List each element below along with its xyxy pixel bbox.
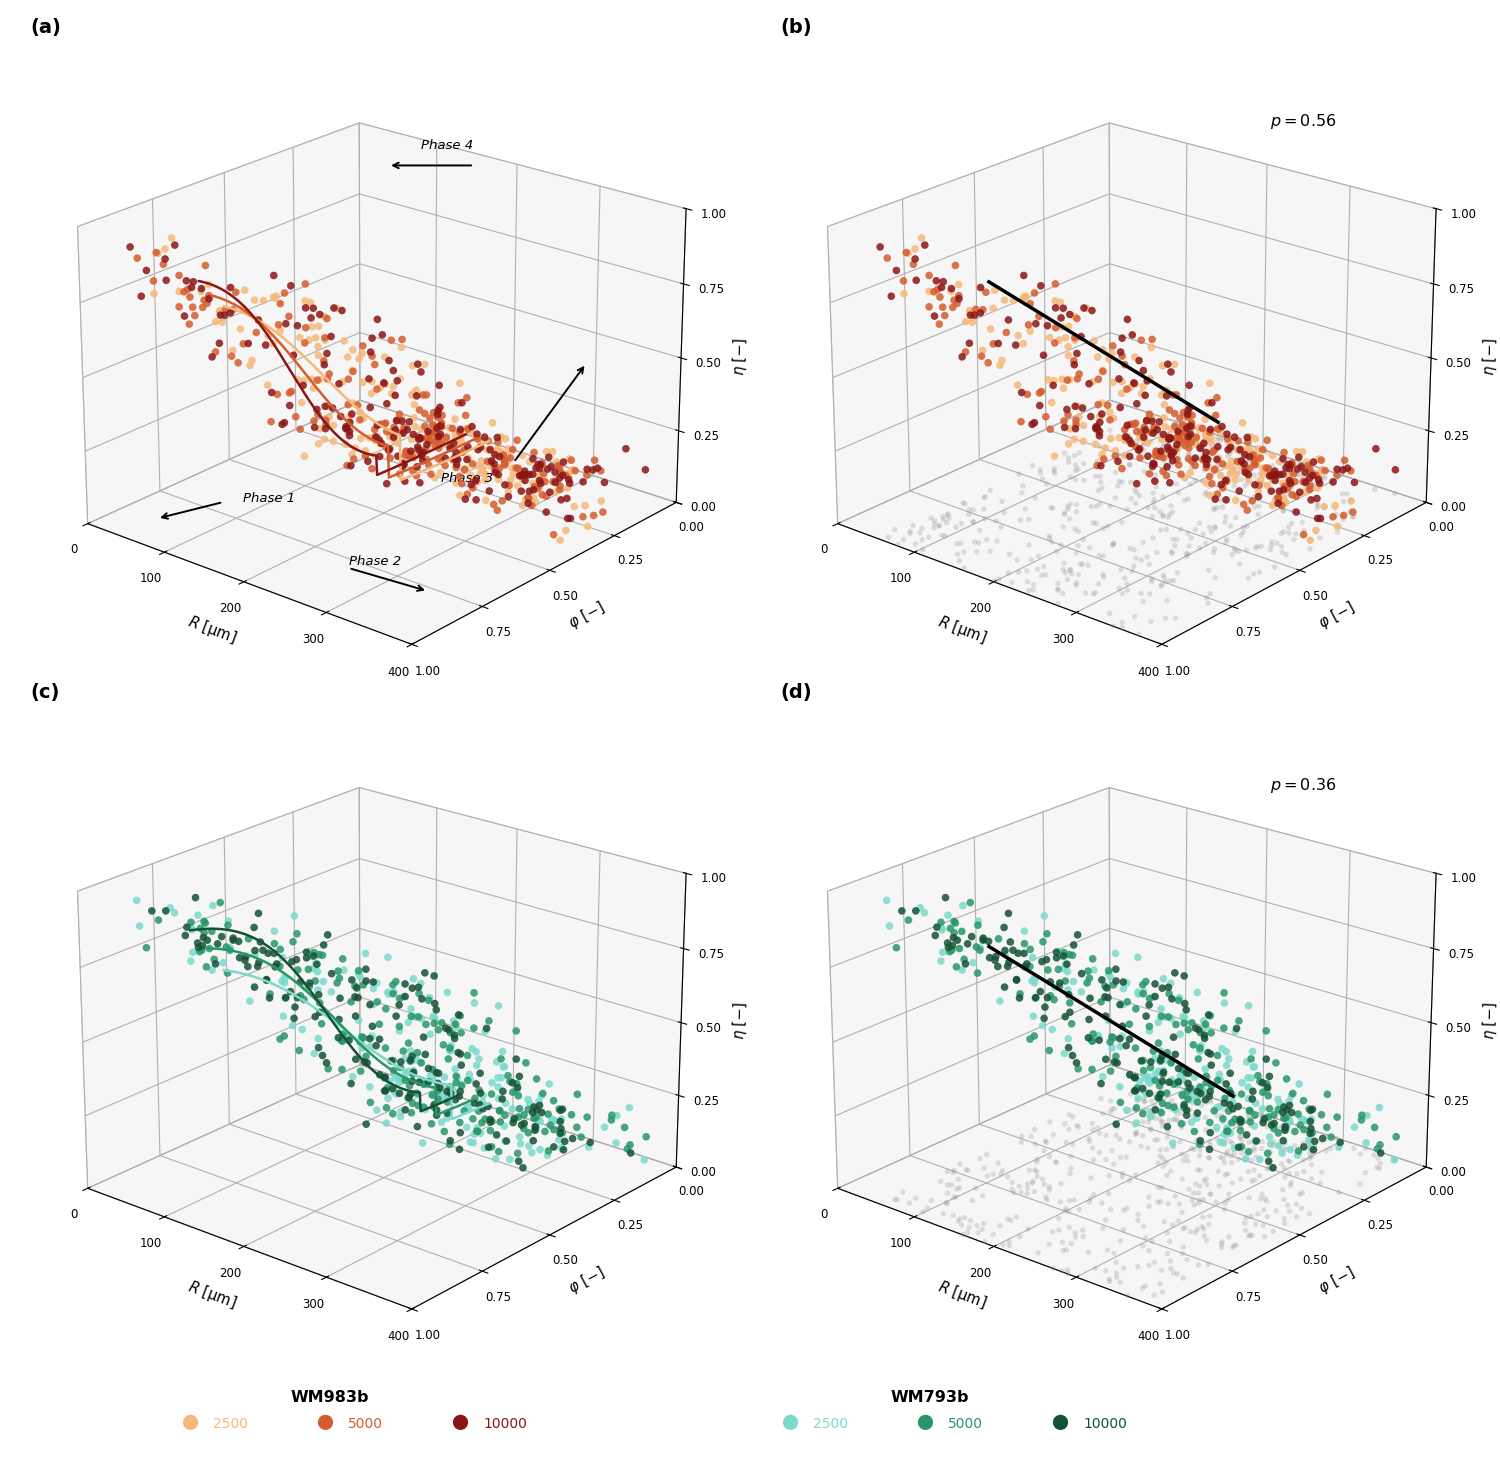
Text: 2500: 2500	[813, 1416, 847, 1431]
Text: $p = 0.56$: $p = 0.56$	[1270, 112, 1336, 131]
Text: 10000: 10000	[483, 1416, 526, 1431]
Point	[1170, 1289, 1194, 1313]
Text: (d): (d)	[780, 682, 812, 702]
Text: WM793b: WM793b	[891, 1390, 969, 1405]
Point	[1035, 1289, 1059, 1313]
Point	[300, 1289, 324, 1313]
X-axis label: $R$ [μm]: $R$ [μm]	[936, 1278, 990, 1313]
Y-axis label: $\varphi$ [−]: $\varphi$ [−]	[1316, 598, 1359, 634]
Text: 5000: 5000	[348, 1416, 382, 1431]
Y-axis label: $\varphi$ [−]: $\varphi$ [−]	[1316, 1263, 1359, 1298]
Text: Phase 2: Phase 2	[348, 555, 400, 567]
Text: 2500: 2500	[213, 1416, 248, 1431]
Text: (b): (b)	[780, 18, 812, 37]
Text: $p = 0.36$: $p = 0.36$	[1270, 777, 1336, 796]
Point	[435, 1289, 459, 1313]
Text: (c): (c)	[30, 682, 60, 702]
X-axis label: $R$ [μm]: $R$ [μm]	[186, 613, 240, 648]
Text: WM983b: WM983b	[291, 1390, 369, 1405]
Text: Phase 3: Phase 3	[441, 473, 494, 486]
Text: Phase 4: Phase 4	[422, 139, 474, 152]
X-axis label: $R$ [μm]: $R$ [μm]	[936, 613, 990, 648]
Text: 10000: 10000	[1083, 1416, 1126, 1431]
Text: (a): (a)	[30, 18, 62, 37]
Text: Phase 1: Phase 1	[243, 492, 296, 505]
X-axis label: $R$ [μm]: $R$ [μm]	[186, 1278, 240, 1313]
Text: 5000: 5000	[948, 1416, 982, 1431]
Point	[900, 1289, 924, 1313]
Y-axis label: $\varphi$ [−]: $\varphi$ [−]	[566, 1263, 609, 1298]
Y-axis label: $\varphi$ [−]: $\varphi$ [−]	[566, 598, 609, 634]
Point	[570, 1289, 594, 1313]
